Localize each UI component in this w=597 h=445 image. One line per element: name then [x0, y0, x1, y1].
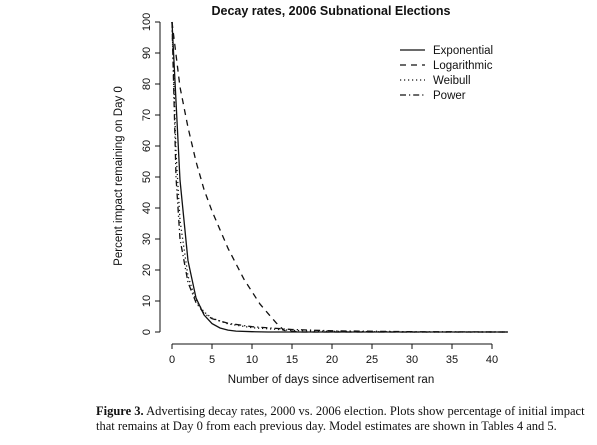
x-tick-label: 15	[286, 354, 298, 366]
legend-label-logarithmic: Logarithmic	[433, 60, 493, 72]
x-tick-label: 40	[486, 354, 498, 366]
figure-caption: Figure 3. Advertising decay rates, 2000 …	[96, 404, 596, 434]
y-tick-label: 60	[141, 140, 153, 152]
x-axis-label: Number of days since advertisement ran	[228, 374, 434, 386]
chart-title: Decay rates, 2006 Subnational Elections	[212, 4, 451, 18]
x-tick-label: 25	[366, 354, 378, 366]
legend-label-exponential: Exponential	[433, 45, 493, 57]
y-tick-label: 90	[141, 47, 153, 59]
y-tick-label: 80	[141, 78, 153, 90]
legend: Exponential Logarithmic Weibull Power	[400, 45, 493, 102]
x-tick-label: 35	[446, 354, 458, 366]
y-axis-label: Percent impact remaining on Day 0	[113, 86, 125, 266]
y-tick-label: 0	[141, 329, 153, 335]
decay-rates-chart: Decay rates, 2006 Subnational Elections …	[113, 4, 509, 386]
y-tick-label: 40	[141, 202, 153, 214]
series-logarithmic	[171, 21, 508, 333]
y-tick-label: 50	[141, 171, 153, 183]
series-exponential	[171, 21, 508, 333]
legend-label-weibull: Weibull	[433, 75, 471, 87]
axes: 0 5 10 15 20 25 30 35 40 0 10 20 30 40 50 60 70 80 90 100	[141, 13, 498, 366]
y-tick-label: 20	[141, 264, 153, 276]
y-tick-label: 30	[141, 233, 153, 245]
series-lines	[171, 21, 509, 333]
x-tick-label: 0	[169, 354, 175, 366]
y-tick-label: 10	[141, 295, 153, 307]
figure-label: Figure 3.	[96, 404, 144, 418]
y-tick-label: 70	[141, 109, 153, 121]
x-tick-label: 20	[326, 354, 338, 366]
x-tick-label: 5	[209, 354, 215, 366]
x-tick-label: 10	[246, 354, 258, 366]
x-tick-label: 30	[406, 354, 418, 366]
y-tick-label: 100	[141, 13, 153, 31]
caption-text: Advertising decay rates, 2000 vs. 2006 e…	[96, 404, 585, 433]
series-power	[171, 21, 509, 333]
legend-label-power: Power	[433, 90, 466, 102]
